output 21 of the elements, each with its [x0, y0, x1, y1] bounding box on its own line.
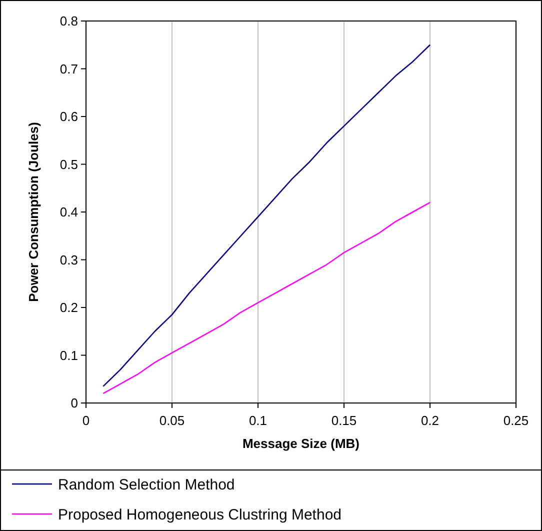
x-tick-label: 0.15: [331, 413, 357, 428]
legend-label: Proposed Homogeneous Clustring Method: [58, 506, 342, 524]
y-tick-label: 0.7: [60, 61, 78, 76]
x-tick-label: 0.1: [248, 413, 268, 428]
x-tick-label: 0.2: [420, 413, 440, 428]
y-tick-label: 0: [70, 396, 78, 411]
y-tick-label: 0.2: [60, 300, 78, 316]
y-tick-label: 0.6: [60, 109, 78, 124]
y-tick-label: 0.4: [60, 204, 78, 220]
y-tick-label: 0.5: [60, 156, 78, 172]
x-tick-label: 0.05: [159, 413, 185, 428]
x-tick-label: 0: [82, 413, 90, 428]
y-axis-title: Power Consumption (Joules): [26, 122, 41, 302]
line-series: [102, 44, 431, 387]
y-tick-label: 0.1: [60, 348, 78, 363]
y-tick-label: 0.8: [60, 14, 78, 29]
x-tick-label: 0.25: [503, 413, 529, 428]
line-series: [102, 202, 431, 394]
legend-label: Random Selection Method: [58, 476, 235, 494]
x-axis-title: Message Size (MB): [242, 436, 360, 451]
y-tick-label: 0.3: [60, 252, 78, 268]
